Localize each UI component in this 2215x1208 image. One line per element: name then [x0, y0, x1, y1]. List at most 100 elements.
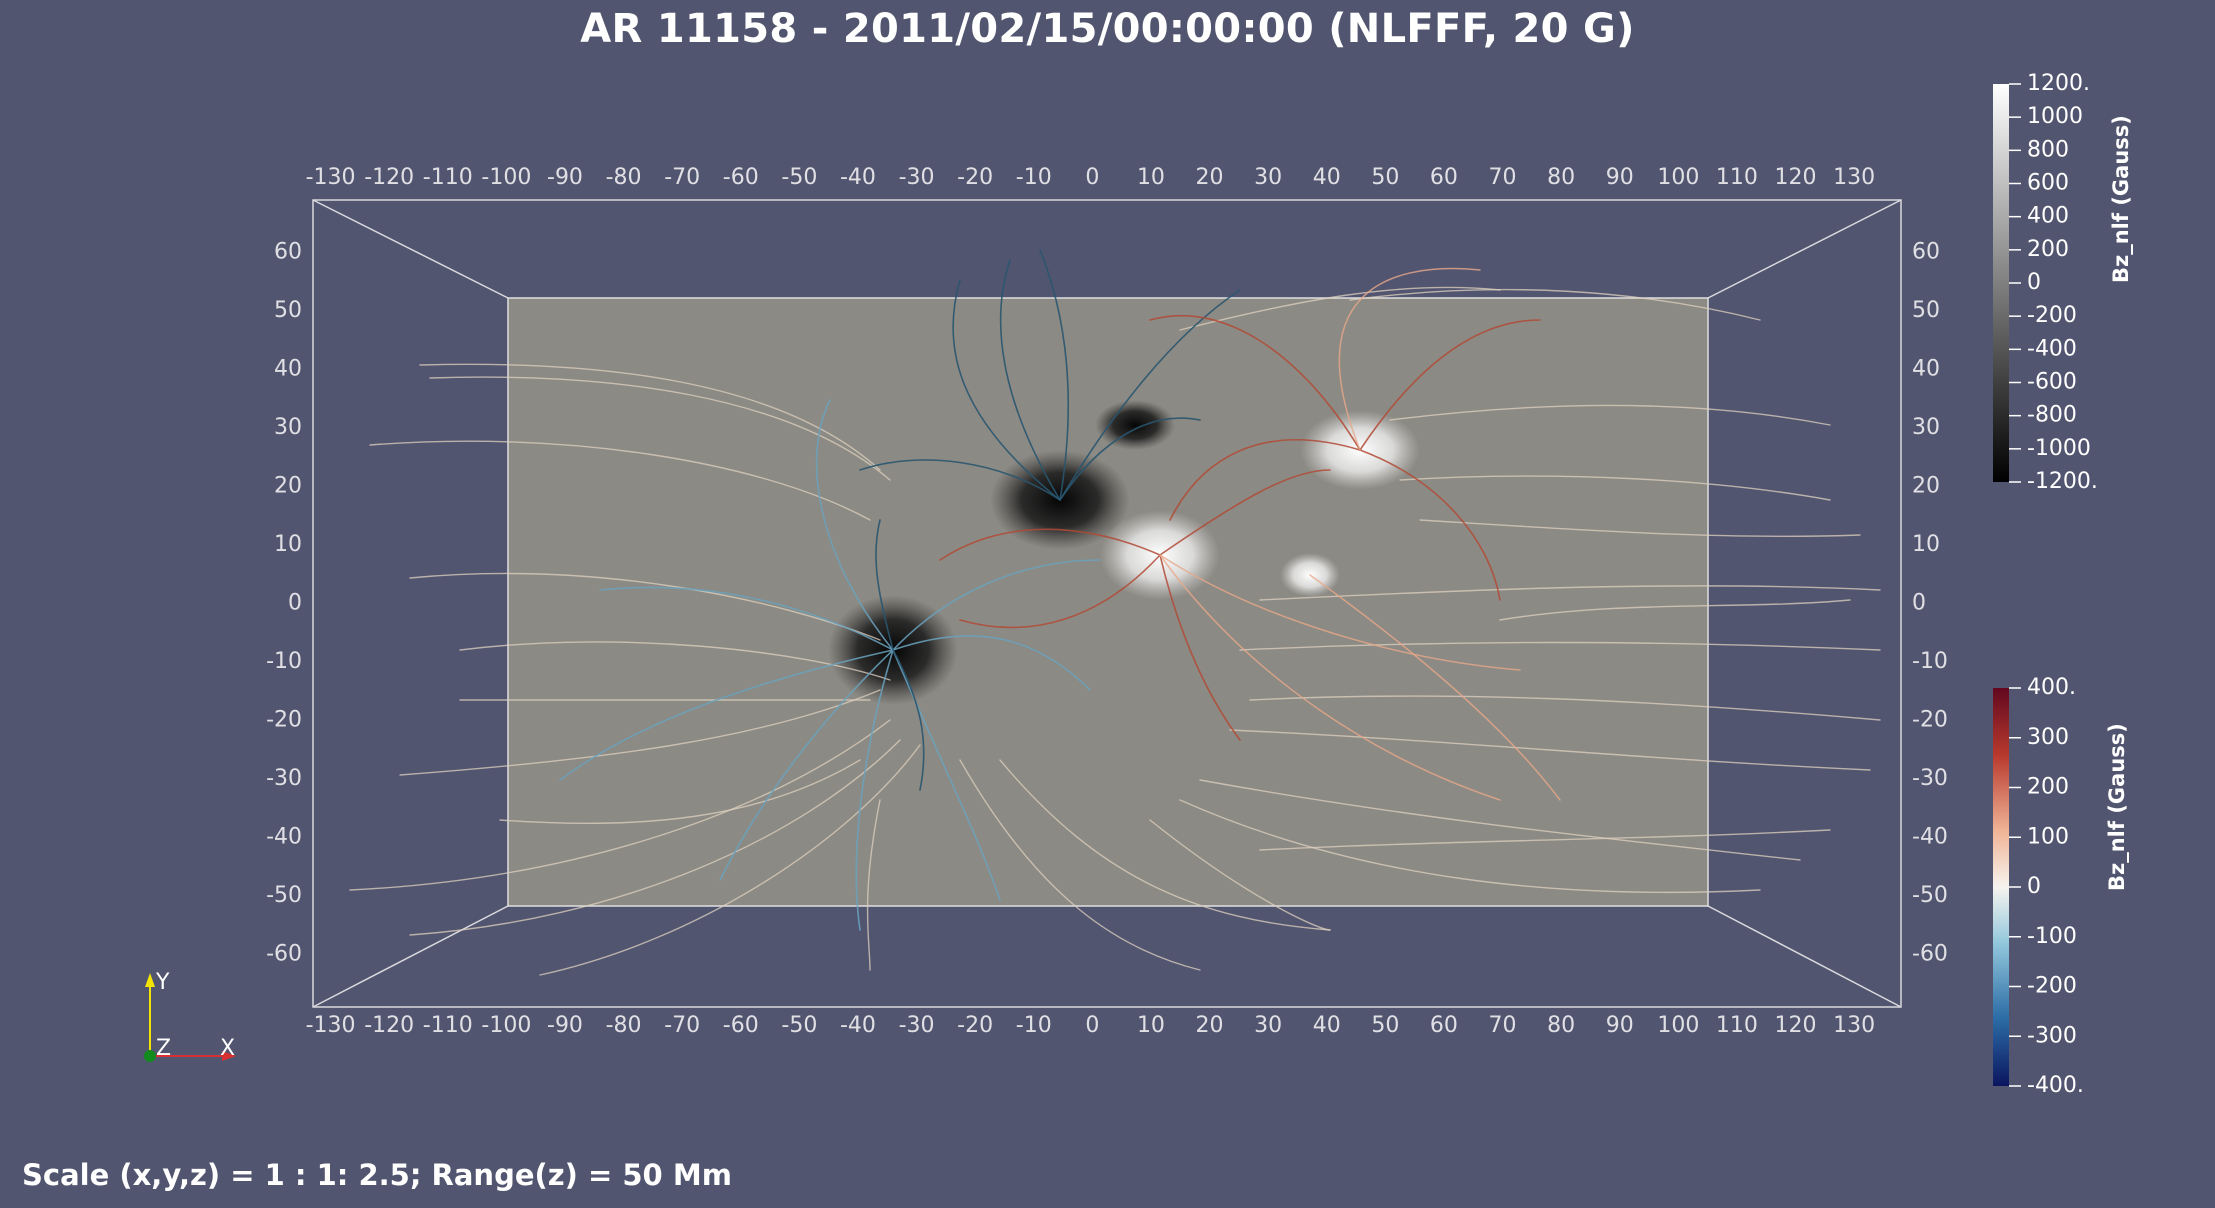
x-tick-label: 50 — [1371, 165, 1399, 190]
x-tick-label: 10 — [1137, 1013, 1165, 1038]
outer-box-frame — [312, 199, 1902, 1008]
y-tick-label: -60 — [1912, 941, 1948, 966]
x-tick-label: 70 — [1489, 1013, 1517, 1038]
x-tick-label: -60 — [723, 1013, 759, 1038]
colorbar-tick-label: 1000 — [2027, 104, 2083, 129]
colorbar-tick-label: -1200. — [2027, 469, 2098, 494]
x-tick-label: -90 — [547, 165, 583, 190]
y-tick-label: -50 — [1912, 883, 1948, 908]
x-ticks-top: -130 -120 -110 -100 -90 -80 -70 -60 -50 -40 -30 -20… — [306, 165, 1876, 190]
colorbar-bz-diverging-labels: 400. 300 200 100 0 -100 -200 -300 -400. — [2009, 675, 2084, 1098]
y-tick-label: -30 — [1912, 766, 1948, 791]
colorbar-bz-diverging: 400. 300 200 100 0 -100 -200 -300 -400. Bz_nlf (… — [1993, 675, 2129, 1098]
y-ticks-left: 60 50 40 30 20 10 0 -10 -20 -30 -40 -50 -60 — [266, 240, 302, 967]
x-tick-label: -110 — [423, 1013, 473, 1038]
field-lines-negative-dark — [859, 249, 1241, 791]
colorbar-tick-label: -800 — [2027, 403, 2077, 428]
colorbar-bz-diverging-bar — [1993, 688, 2009, 1086]
x-tick-label: -100 — [481, 165, 531, 190]
x-tick-label: 10 — [1137, 165, 1165, 190]
x-tick-label: 100 — [1657, 165, 1699, 190]
x-tick-label: 60 — [1430, 165, 1458, 190]
y-tick-label: 60 — [1912, 240, 1940, 265]
x-tick-label: 90 — [1606, 1013, 1634, 1038]
colorbar-tick-label: 0 — [2027, 270, 2041, 295]
x-tick-label: -10 — [1016, 1013, 1052, 1038]
y-tick-label: 50 — [1912, 298, 1940, 323]
x-tick-label: 110 — [1716, 165, 1758, 190]
y-tick-label: -10 — [266, 649, 302, 674]
x-tick-label: 90 — [1606, 165, 1634, 190]
box-edge-tl — [312, 199, 509, 299]
plot-title: AR 11158 - 2011/02/15/00:00:00 (NLFFF, 2… — [580, 6, 1635, 52]
y-tick-label: 0 — [288, 591, 302, 616]
x-tick-label: -130 — [306, 165, 356, 190]
colorbar-tick-label: 200 — [2027, 775, 2069, 800]
y-tick-label: -20 — [1912, 707, 1948, 732]
x-tick-label: 20 — [1196, 1013, 1224, 1038]
colorbar-tick-label: -400 — [2027, 336, 2077, 361]
x-tick-label: -70 — [664, 1013, 700, 1038]
x-tick-label: 20 — [1196, 165, 1224, 190]
y-tick-label: 60 — [274, 240, 302, 265]
negative-spot-small — [1095, 400, 1175, 450]
x-tick-label: 130 — [1833, 165, 1875, 190]
x-tick-label: -40 — [840, 165, 876, 190]
x-tick-label: 100 — [1657, 1013, 1699, 1038]
y-tick-label: 10 — [1912, 532, 1940, 557]
x-tick-label: 40 — [1313, 165, 1341, 190]
x-tick-label: 40 — [1313, 1013, 1341, 1038]
colorbar-tick-label: 400. — [2027, 675, 2076, 700]
y-tick-label: -10 — [1912, 649, 1948, 674]
x-ticks-bottom: -130 -120 -110 -100 -90 -80 -70 -60 -50 -40 -30 -20… — [306, 1013, 1876, 1038]
colorbar-tick-label: 600 — [2027, 171, 2069, 196]
bounding-box — [312, 199, 1902, 1008]
x-tick-label: 130 — [1833, 1013, 1875, 1038]
x-tick-label: 70 — [1489, 165, 1517, 190]
x-tick-label: 0 — [1085, 1013, 1099, 1038]
orientation-z-label: Z — [156, 1036, 171, 1061]
x-tick-label: 120 — [1775, 1013, 1817, 1038]
magnetogram — [507, 297, 1709, 907]
box-edge-tr — [1707, 199, 1902, 299]
colorbar-tick-label: -1000 — [2027, 436, 2091, 461]
colorbar-tick-label: 300 — [2027, 725, 2069, 750]
y-tick-label: 10 — [274, 532, 302, 557]
x-tick-label: -90 — [547, 1013, 583, 1038]
orientation-z-axis — [144, 1050, 156, 1062]
x-tick-label: -120 — [364, 1013, 414, 1038]
field-lines-positive-light — [1159, 267, 1561, 801]
colorbar-tick-label: -200 — [2027, 303, 2077, 328]
colorbar-bz-gray-bar — [1993, 84, 2009, 482]
x-tick-label: -120 — [364, 165, 414, 190]
x-tick-label: -40 — [840, 1013, 876, 1038]
colorbar-tick-label: -100 — [2027, 924, 2077, 949]
colorbar-bz-gray-title: Bz_nlf (Gauss) — [2109, 115, 2133, 283]
colorbar-tick-label: 1200. — [2027, 71, 2090, 96]
colorbar-bz-diverging-title: Bz_nlf (Gauss) — [2105, 723, 2129, 891]
colorbar-bz-gray-labels: 1200. 1000 800 600 400 200 0 -200 -400 -600 -800 -1… — [2009, 71, 2098, 494]
colorbar-tick-label: -400. — [2027, 1073, 2084, 1098]
field-lines-weak — [349, 286, 1881, 976]
y-tick-label: 40 — [274, 357, 302, 382]
magnetogram-plane — [507, 297, 1709, 907]
orientation-axes: Y Z X — [144, 970, 236, 1062]
x-tick-label: -10 — [1016, 165, 1052, 190]
y-tick-label: 20 — [1912, 474, 1940, 499]
x-tick-label: -80 — [606, 1013, 642, 1038]
y-ticks-right: 60 50 40 30 20 10 0 -10 -20 -30 -40 -50 -60 — [1912, 240, 1948, 967]
x-tick-label: -20 — [957, 1013, 993, 1038]
colorbar-tick-label: 100 — [2027, 824, 2069, 849]
x-tick-label: -130 — [306, 1013, 356, 1038]
y-tick-label: 30 — [274, 415, 302, 440]
y-tick-label: 20 — [274, 474, 302, 499]
box-edge-br — [1707, 905, 1902, 1008]
colorbar-tick-label: 200 — [2027, 237, 2069, 262]
x-tick-label: -100 — [481, 1013, 531, 1038]
x-tick-label: 0 — [1085, 165, 1099, 190]
field-lines — [349, 249, 1881, 976]
colorbar-tick-label: 400 — [2027, 204, 2069, 229]
x-tick-label: 30 — [1254, 165, 1282, 190]
y-tick-label: -20 — [266, 707, 302, 732]
